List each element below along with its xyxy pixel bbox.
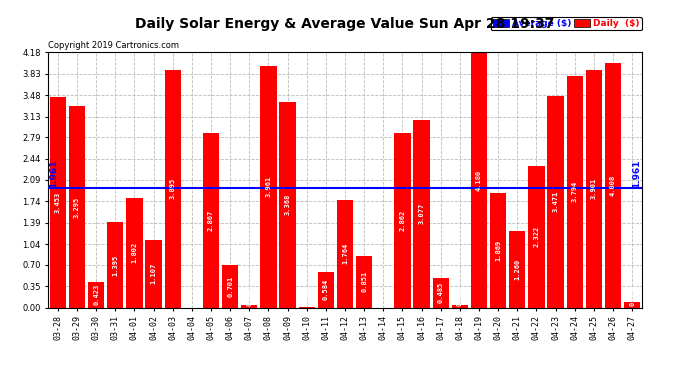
Text: 0.584: 0.584 [323, 279, 329, 300]
Bar [69, 106, 85, 308]
Bar [566, 76, 583, 308]
Bar [279, 102, 296, 308]
Text: 0.015: 0.015 [304, 285, 310, 306]
Bar [413, 120, 430, 308]
Text: 3.895: 3.895 [170, 178, 176, 200]
Bar [337, 200, 353, 308]
Text: 0.423: 0.423 [93, 284, 99, 305]
Bar [107, 222, 124, 308]
Text: 0.035: 0.035 [457, 285, 463, 306]
Text: 3.961: 3.961 [266, 176, 271, 197]
Text: 3.471: 3.471 [553, 191, 559, 212]
Text: 3.295: 3.295 [74, 196, 80, 217]
Text: 4.180: 4.180 [476, 170, 482, 190]
Bar [624, 302, 640, 307]
Bar [317, 272, 334, 308]
Bar [203, 133, 219, 308]
Text: 1.107: 1.107 [150, 263, 157, 284]
Text: 0.485: 0.485 [437, 282, 444, 303]
Text: 3.794: 3.794 [572, 181, 578, 203]
Bar [490, 194, 506, 308]
Text: 3.368: 3.368 [284, 194, 290, 215]
Bar [50, 97, 66, 308]
Bar [452, 305, 468, 308]
Text: 1.961: 1.961 [632, 159, 641, 188]
Bar [509, 231, 525, 308]
Text: 1.802: 1.802 [131, 242, 137, 263]
Text: 2.322: 2.322 [533, 226, 540, 247]
Text: 1.395: 1.395 [112, 254, 118, 276]
Bar [471, 53, 487, 308]
Bar [433, 278, 449, 308]
Bar [356, 256, 373, 308]
Text: 0.084: 0.084 [629, 285, 635, 306]
Bar [241, 304, 257, 307]
Bar [165, 70, 181, 308]
Text: 1.961: 1.961 [49, 159, 58, 188]
Bar [529, 166, 544, 308]
Bar [586, 69, 602, 308]
Bar [88, 282, 104, 308]
Bar [299, 307, 315, 308]
Bar [126, 198, 143, 308]
Bar [260, 66, 277, 308]
Bar [394, 133, 411, 308]
Text: 0.851: 0.851 [361, 271, 367, 292]
Text: 2.867: 2.867 [208, 209, 214, 231]
Text: 1.764: 1.764 [342, 243, 348, 264]
Text: Daily Solar Energy & Average Value Sun Apr 28 19:37: Daily Solar Energy & Average Value Sun A… [135, 17, 555, 31]
Text: 2.862: 2.862 [400, 210, 406, 231]
Bar [547, 96, 564, 308]
Legend: Average ($), Daily  ($): Average ($), Daily ($) [491, 17, 642, 30]
Text: 3.453: 3.453 [55, 192, 61, 213]
Text: 3.077: 3.077 [419, 203, 424, 224]
Bar [146, 240, 161, 308]
Text: 0.701: 0.701 [227, 276, 233, 297]
Bar [605, 63, 621, 308]
Text: Copyright 2019 Cartronics.com: Copyright 2019 Cartronics.com [48, 41, 179, 50]
Text: 1.260: 1.260 [514, 258, 520, 280]
Bar [222, 265, 238, 308]
Text: 3.901: 3.901 [591, 178, 597, 199]
Text: 4.008: 4.008 [610, 175, 616, 196]
Text: 0.047: 0.047 [246, 285, 253, 306]
Text: 1.869: 1.869 [495, 240, 501, 261]
